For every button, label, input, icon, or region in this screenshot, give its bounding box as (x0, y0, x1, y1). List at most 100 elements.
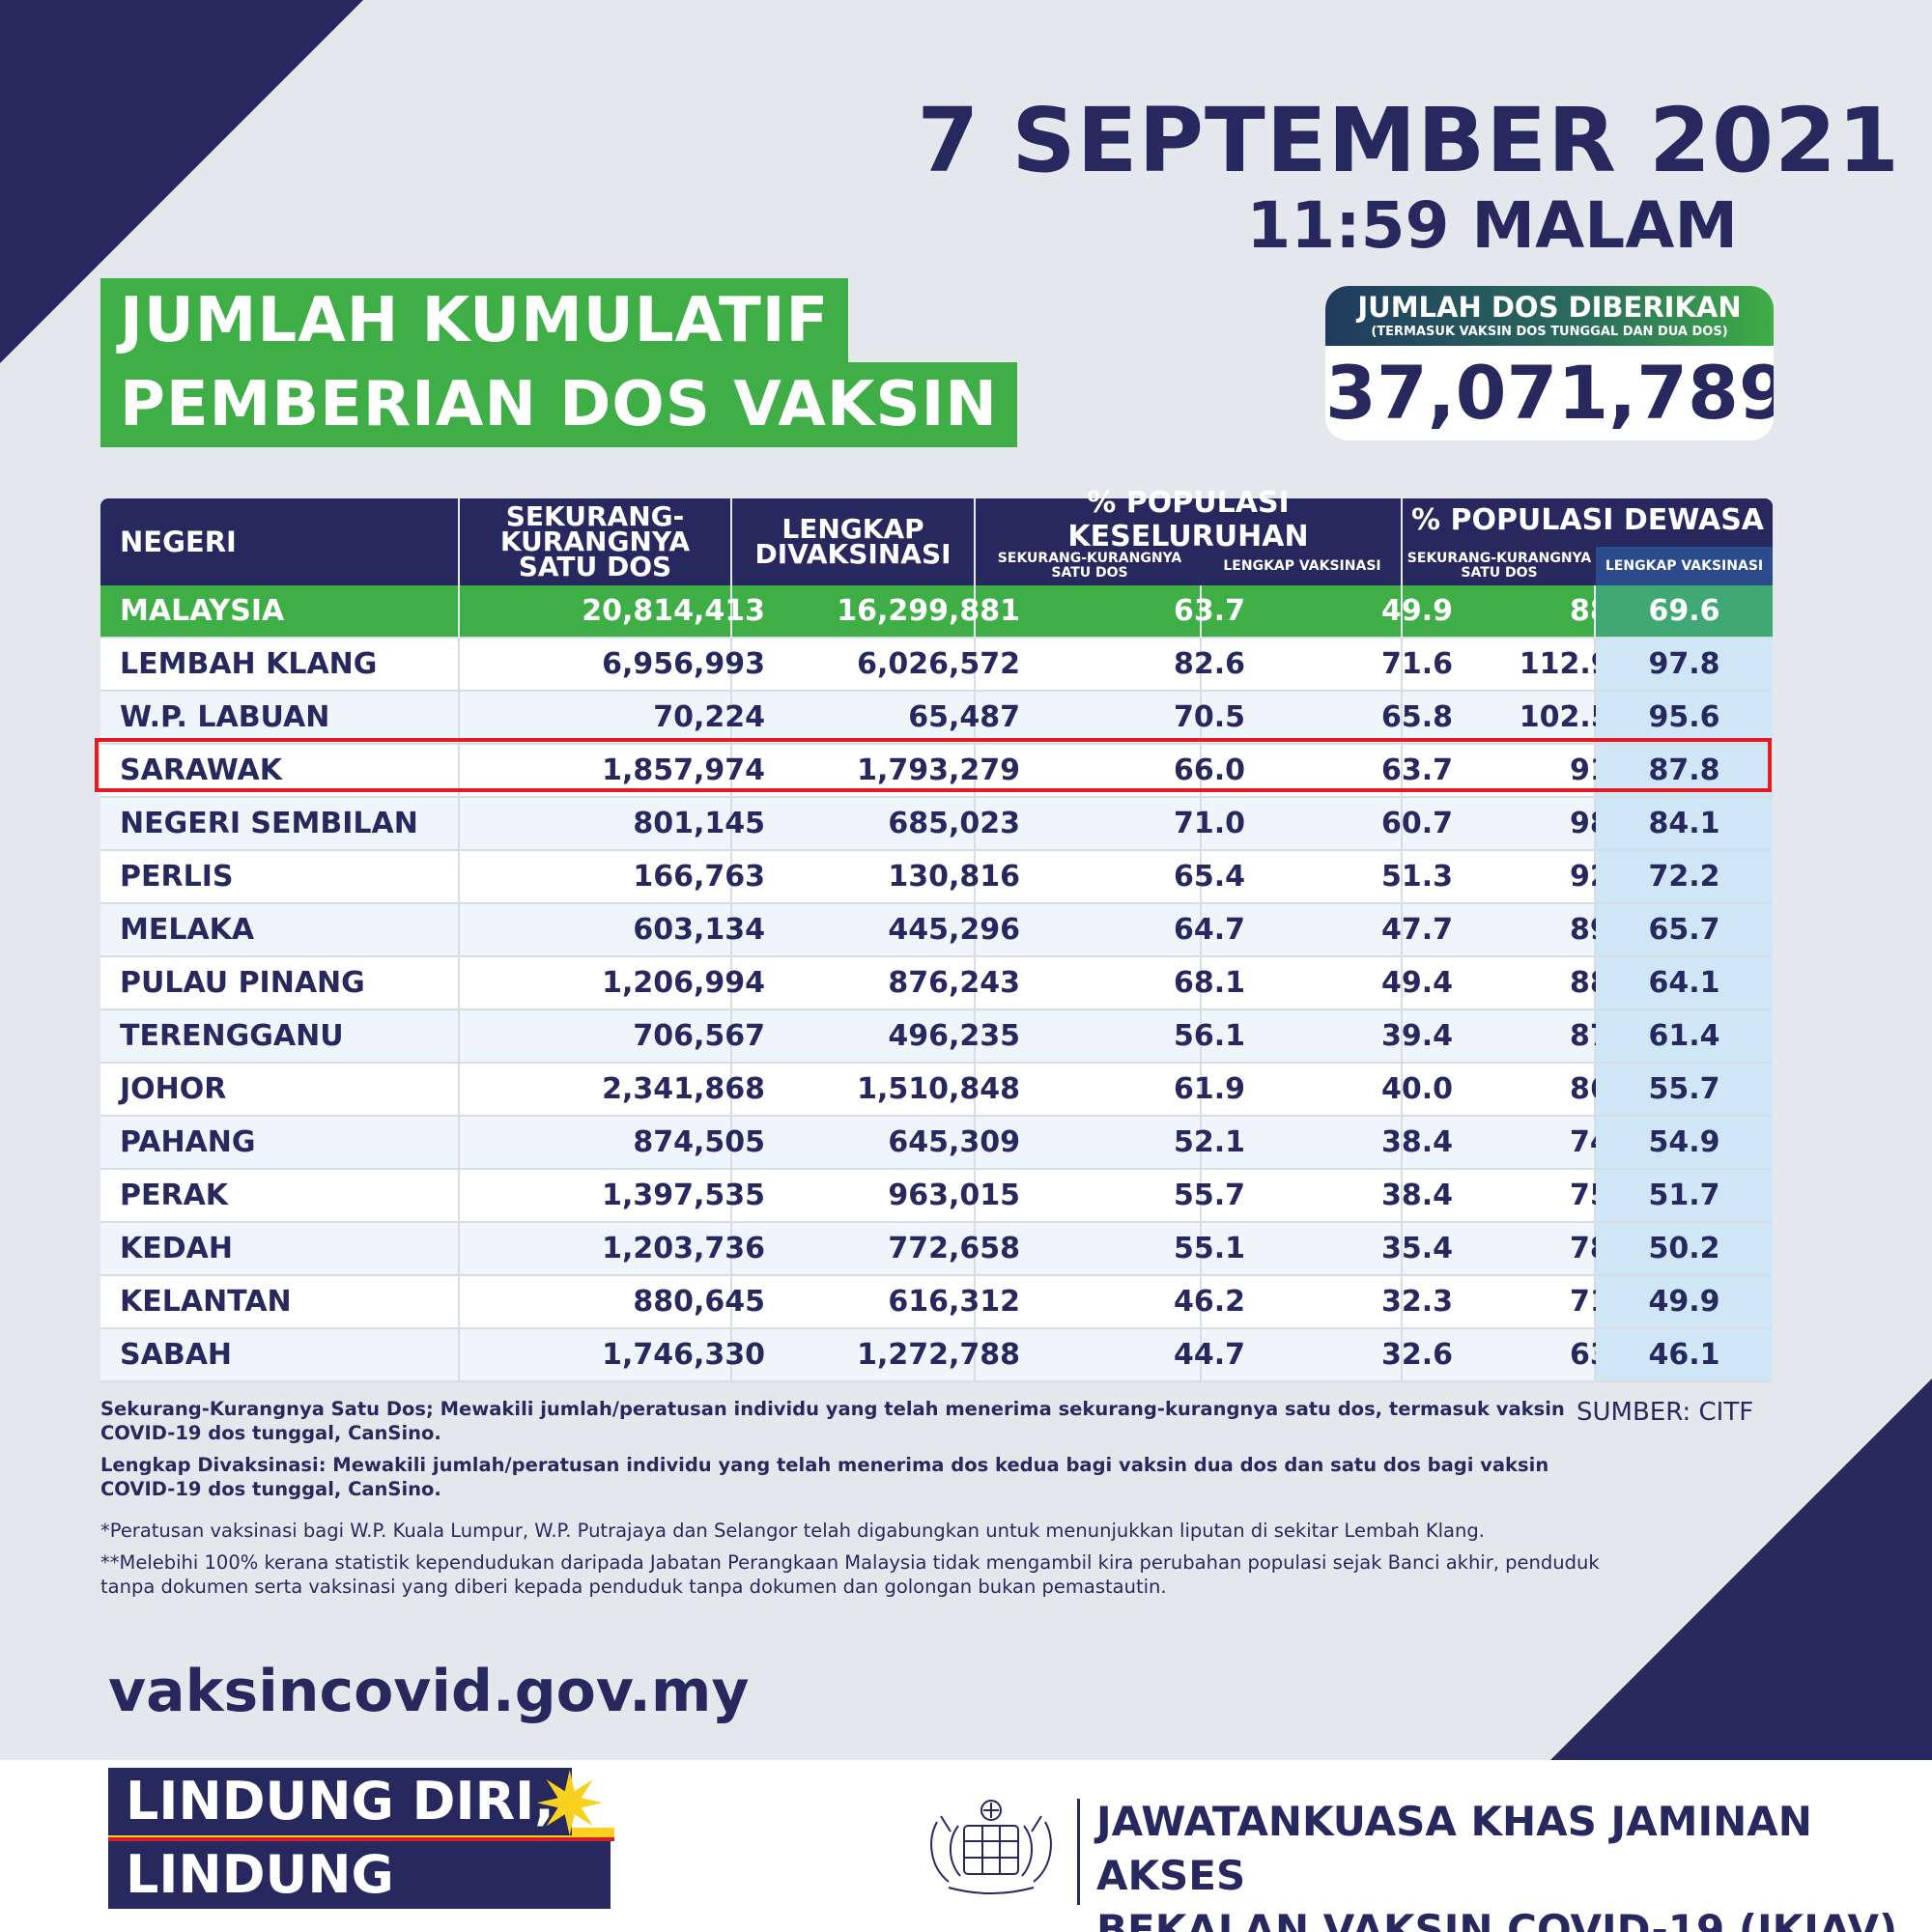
cell-adult-fully: 54.9 (1596, 1117, 1773, 1168)
column-divider (1401, 692, 1403, 745)
cell-state: LEMBAH KLANG (120, 647, 378, 681)
column-divider (1401, 585, 1403, 639)
header-negeri: NEGERI (120, 526, 237, 558)
footer: LINDUNG DIRI, LINDUNG SEMUA. ✷ JAWATANKU… (0, 1760, 1932, 1932)
cell-adult-fully: 64.1 (1596, 957, 1773, 1009)
column-divider (458, 692, 460, 745)
column-divider (974, 1117, 976, 1170)
column-divider (974, 1170, 976, 1223)
cell-one-dose: 880,645 (633, 1285, 765, 1319)
cell-adult-fully: 69.6 (1596, 585, 1773, 637)
column-divider (1594, 692, 1596, 745)
cell-pop-fully: 49.9 (1380, 594, 1453, 628)
note-fully-vaccinated: Lengkap Divaksinasi: Mewakili jumlah/per… (100, 1454, 1549, 1500)
slogan-line2: LINDUNG SEMUA. (108, 1841, 611, 1932)
cell-pop-fully: 49.4 (1380, 966, 1453, 1000)
cell-pop-one-dose: 52.1 (1173, 1125, 1245, 1159)
vaccination-table: NEGERI SEKURANG-KURANGNYA SATU DOS LENGK… (100, 486, 1773, 1382)
cell-one-dose: 166,763 (633, 860, 765, 894)
cell-pop-fully: 47.7 (1380, 913, 1453, 947)
column-divider (1200, 1064, 1202, 1117)
column-divider (1200, 1276, 1202, 1329)
column-divider (1200, 1170, 1202, 1223)
cell-fully-vaccinated: 16,299,881 (837, 594, 1020, 628)
cell-one-dose: 1,857,974 (602, 753, 765, 787)
column-divider (458, 957, 460, 1010)
slogan-banner: LINDUNG DIRI, LINDUNG SEMUA. ✷ (108, 1754, 614, 1932)
cell-one-dose: 2,341,868 (602, 1072, 765, 1106)
column-divider (1594, 585, 1596, 639)
column-divider (1594, 1170, 1596, 1223)
cell-state: PERLIS (120, 860, 234, 894)
table-row: NEGERI SEMBILAN801,145685,02371.060.798.… (100, 798, 1773, 851)
adult-full-header-bg (1596, 547, 1773, 585)
sarawak-highlight-box (95, 738, 1772, 792)
report-time: 11:59 MALAM (1246, 188, 1738, 263)
cell-fully-vaccinated: 445,296 (888, 913, 1020, 947)
column-divider (1200, 1329, 1202, 1382)
column-divider (1401, 1329, 1403, 1382)
cell-state: SABAH (120, 1338, 233, 1372)
cell-fully-vaccinated: 772,658 (888, 1232, 1020, 1265)
cell-fully-vaccinated: 65,487 (908, 700, 1020, 734)
column-divider (1401, 1010, 1403, 1064)
cell-pop-fully: 71.6 (1380, 647, 1453, 681)
column-divider (1401, 1223, 1403, 1276)
cell-adult-fully: 46.1 (1596, 1329, 1773, 1380)
cell-state: MELAKA (120, 913, 255, 947)
cell-fully-vaccinated: 963,015 (888, 1179, 1020, 1212)
note-lembah-klang: *Peratusan vaksinasi bagi W.P. Kuala Lum… (100, 1520, 1485, 1542)
report-date: 7 SEPTEMBER 2021 (917, 89, 1900, 192)
column-divider (1594, 957, 1596, 1010)
footer-divider (1077, 1799, 1080, 1905)
column-divider (458, 798, 460, 851)
cell-one-dose: 1,203,736 (602, 1232, 765, 1265)
page-title-line1: JUMLAH KUMULATIF (100, 278, 849, 363)
cell-fully-vaccinated: 616,312 (888, 1285, 1020, 1319)
cell-pop-fully: 39.4 (1380, 1019, 1453, 1053)
cell-fully-vaccinated: 6,026,572 (857, 647, 1020, 681)
column-divider (1401, 1276, 1403, 1329)
cell-fully-vaccinated: 1,510,848 (857, 1072, 1020, 1106)
column-divider (974, 745, 976, 798)
cell-pop-one-dose: 68.1 (1173, 966, 1245, 1000)
total-doses-value: 37,071,789 (1325, 350, 1774, 436)
cell-pop-fully: 32.3 (1380, 1285, 1453, 1319)
flag-star-icon: ✷ (533, 1754, 607, 1856)
column-divider (1401, 957, 1403, 1010)
column-divider (1401, 1170, 1403, 1223)
column-divider (1401, 904, 1403, 957)
column-divider (1200, 851, 1202, 904)
column-divider (1200, 692, 1202, 745)
column-divider (974, 1276, 976, 1329)
website-url[interactable]: vaksincovid.gov.my (108, 1658, 750, 1725)
cell-pop-one-dose: 70.5 (1173, 700, 1245, 734)
column-divider (730, 585, 732, 639)
column-divider (974, 1064, 976, 1117)
column-divider (1200, 1010, 1202, 1064)
column-divider (1200, 639, 1202, 692)
cell-one-dose: 1,397,535 (602, 1179, 765, 1212)
column-divider (974, 1010, 976, 1064)
cell-fully-vaccinated: 876,243 (888, 966, 1020, 1000)
column-divider (974, 639, 976, 692)
column-divider (458, 1329, 460, 1382)
cell-state: KELANTAN (120, 1285, 292, 1319)
cell-adult-fully: 61.4 (1596, 1010, 1773, 1062)
cell-pop-fully: 32.6 (1380, 1338, 1453, 1372)
header-fully-vaccinated: LENGKAP DIVAKSINASI (754, 513, 952, 570)
slogan-line1: LINDUNG DIRI, (108, 1768, 572, 1835)
cell-pop-fully: 35.4 (1380, 1232, 1453, 1265)
column-divider (1594, 1223, 1596, 1276)
column-divider (974, 851, 976, 904)
column-divider (730, 1010, 732, 1064)
cell-adult-fully: 87.8 (1596, 745, 1773, 796)
column-divider (1401, 745, 1403, 798)
